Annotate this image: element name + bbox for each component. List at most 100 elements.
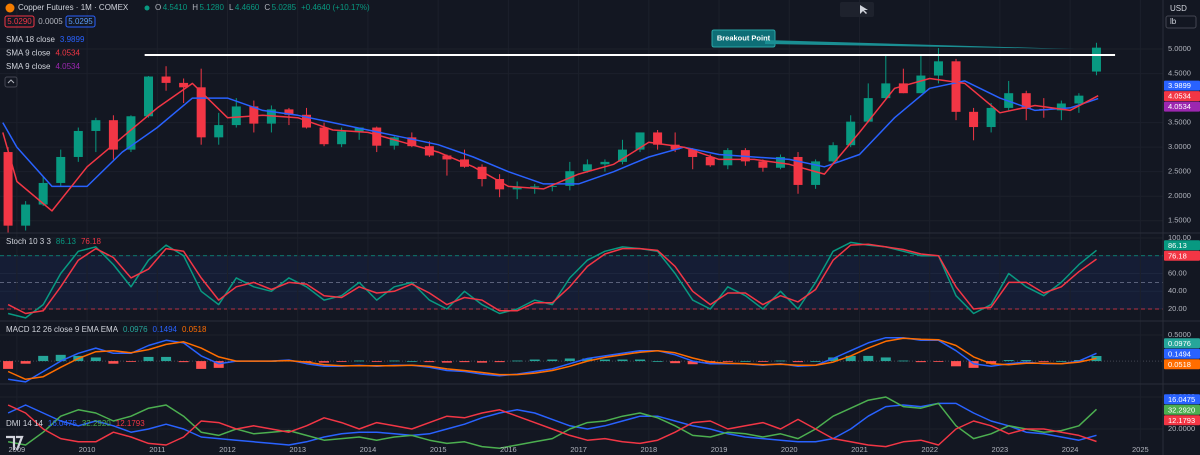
candle-body — [635, 132, 645, 150]
currency[interactable]: USD — [1170, 4, 1187, 13]
series-line — [7, 396, 1098, 449]
ohlc-row: O 4.5410 H 5.1280 L 4.4660 C 5.0285 +0.4640 (+10… — [155, 3, 370, 12]
histogram-bar — [406, 361, 417, 362]
x-tick-label: 2023 — [992, 445, 1009, 454]
unit[interactable]: lb — [1170, 17, 1177, 26]
candle-body — [582, 164, 592, 172]
histogram-bar — [915, 361, 926, 363]
candle-body — [512, 186, 522, 190]
ask-box[interactable] — [65, 15, 96, 28]
band-fill — [0, 255, 1163, 310]
candle-body — [828, 145, 838, 162]
candle-body — [73, 130, 83, 157]
histogram-bar — [90, 357, 101, 362]
pane-legend: DMI 14 14 16.0475 32.2920 12.1793 — [6, 419, 145, 428]
histogram-bar — [512, 360, 523, 362]
histogram-bar — [143, 356, 154, 362]
candle-body — [1091, 47, 1101, 72]
histogram-bar — [108, 361, 119, 364]
x-tick-label: 2010 — [79, 445, 96, 454]
candle-body — [723, 150, 733, 166]
x-tick-label: 2015 — [430, 445, 447, 454]
y-tick-label: 40.00 — [1168, 286, 1187, 295]
indicator-value: 4.0534 — [55, 62, 80, 71]
y-tick-label: 4.5000 — [1168, 69, 1191, 78]
axis-badge-text: 3.9899 — [1168, 81, 1191, 90]
y-tick-label: 1.5000 — [1168, 216, 1191, 225]
pane-legend: MACD 12 26 close 9 EMA EMA 0.0976 0.1494 0.… — [6, 325, 207, 334]
histogram-bar — [529, 359, 540, 362]
histogram-bar — [441, 361, 452, 363]
pane-legend-value: 86.13 — [56, 237, 77, 246]
plot-layer — [2, 42, 1116, 449]
histogram-bar — [213, 361, 224, 368]
logo[interactable] — [6, 435, 24, 451]
indicator-name: SMA 9 close — [6, 62, 51, 71]
histogram-bar — [757, 361, 768, 362]
candle-body — [811, 161, 821, 185]
histogram-bar — [880, 357, 891, 362]
histogram-bar — [635, 359, 646, 362]
symbol-icon[interactable] — [5, 3, 15, 13]
histogram-bar — [1056, 361, 1067, 362]
candle-body — [688, 149, 698, 157]
pane-legend-value: 0.0976 — [123, 325, 148, 334]
candle-body — [389, 137, 399, 146]
candle-body — [372, 127, 382, 146]
candle-body — [407, 137, 417, 147]
floating-toolbar[interactable] — [840, 2, 874, 17]
y-tick-label: 0.5000 — [1168, 330, 1191, 339]
unit-selector[interactable] — [1165, 15, 1197, 29]
axis-badge — [1164, 338, 1200, 349]
histogram-bar — [810, 361, 821, 362]
candle-body — [231, 106, 241, 126]
histogram-bar — [178, 361, 189, 363]
histogram-bar — [670, 361, 681, 364]
candle-body — [21, 204, 31, 226]
histogram-bar — [617, 359, 628, 362]
bid-box[interactable] — [4, 15, 35, 28]
series-line — [2, 77, 1099, 212]
axis-badge-text: 76.18 — [1168, 251, 1187, 260]
axis-badge — [1164, 415, 1200, 426]
histogram-bar — [652, 361, 663, 362]
series-line — [7, 241, 1097, 319]
x-tick-label: 2025 — [1132, 445, 1149, 454]
axis-badge-text: 12.1793 — [1168, 416, 1195, 425]
histogram-bar — [564, 358, 575, 362]
candle-body — [863, 98, 873, 122]
histogram-bar — [55, 354, 66, 362]
pane-legend: Stoch 10 3 3 86.13 76.18 — [6, 237, 102, 246]
candle-body — [214, 125, 224, 138]
histogram-bar — [1021, 360, 1032, 362]
axis-badge — [1164, 101, 1200, 112]
histogram-bar — [389, 360, 400, 362]
axis-badge-text: 32.2920 — [1168, 405, 1195, 414]
candle-body — [196, 87, 206, 138]
pane-legend-value: 0.0518 — [182, 325, 207, 334]
ohlc-value: 4.4660 — [235, 3, 260, 12]
histogram-bar — [722, 361, 733, 362]
x-tick-label: 2014 — [360, 445, 377, 454]
pane-legend-value: 16.0475 — [48, 419, 77, 428]
indicator-value: 3.9899 — [60, 35, 85, 44]
candle-body — [495, 179, 505, 190]
histogram-bar — [1003, 360, 1014, 362]
collapse-button[interactable] — [4, 76, 18, 88]
axis-badge-text: 0.1494 — [1168, 349, 1191, 358]
histogram-bar — [863, 355, 874, 362]
axis-badge — [1164, 80, 1200, 91]
histogram-bar — [161, 356, 172, 362]
histogram-bar — [951, 361, 962, 367]
y-tick-label: 20.00 — [1168, 304, 1187, 313]
histogram-bar — [319, 361, 330, 363]
change: +0.4640 (+10.17%) — [301, 3, 370, 12]
pane-legend-name: DMI 14 14 — [6, 419, 43, 428]
candle-body — [1021, 93, 1031, 109]
series-line — [7, 337, 1097, 381]
pane-legend-value: 32.2920 — [82, 419, 111, 428]
y-tick-label: 2.0000 — [1168, 191, 1191, 200]
y-tick-label: 100.00 — [1168, 233, 1191, 242]
candle-body — [3, 152, 13, 226]
